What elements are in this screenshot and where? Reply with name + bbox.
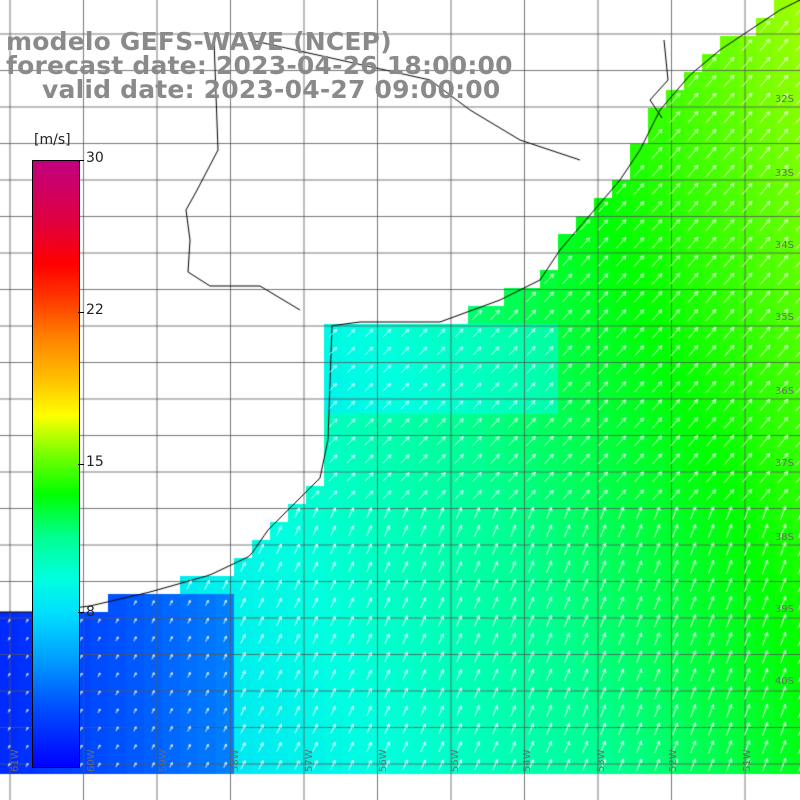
colorbar-tickmark — [78, 464, 84, 465]
valid-date: valid date: 2023-04-27 09:00:00 — [42, 75, 501, 104]
lon-label: 56W — [378, 749, 389, 772]
lon-label: 58W — [230, 749, 241, 772]
colorbar-tick-label: 15 — [86, 454, 104, 470]
colorbar-tick-label: 30 — [86, 150, 104, 166]
colorbar-tickmark — [78, 612, 84, 613]
lon-label: 52W — [668, 749, 679, 772]
lat-label: 34S — [774, 240, 794, 251]
lat-label: 32S — [774, 94, 794, 105]
lat-label: 33S — [774, 168, 794, 179]
lat-label: 36S — [774, 386, 794, 397]
lat-label: 38S — [774, 532, 794, 543]
lat-label: 40S — [774, 676, 794, 687]
lon-label: 51W — [742, 749, 753, 772]
lat-label: 39S — [774, 604, 794, 615]
colorbar-tickmark — [78, 160, 84, 161]
forecast-date: forecast date: 2023-04-26 18:00:00 — [6, 51, 513, 80]
colorbar-unit: [m/s] — [34, 132, 71, 148]
lat-label: 35S — [774, 312, 794, 323]
colorbar-tick-label: 22 — [86, 302, 104, 318]
map-title: modelo GEFS-WAVE (NCEP) forecast date: 2… — [6, 27, 513, 104]
lon-label: 59W — [158, 749, 169, 772]
lon-label: 53W — [596, 749, 607, 772]
lon-label: 55W — [450, 749, 461, 772]
lon-label: 57W — [304, 749, 315, 772]
lat-label: 37S — [774, 458, 794, 469]
lon-label: 61W — [10, 749, 21, 772]
colorbar-tick-label: 8 — [86, 604, 95, 620]
model-name: modelo GEFS-WAVE (NCEP) — [6, 27, 392, 56]
lon-label: 60W — [86, 749, 97, 772]
colorbar-tickmark — [78, 312, 84, 313]
colorbar — [32, 160, 80, 768]
lon-label: 54W — [522, 749, 533, 772]
